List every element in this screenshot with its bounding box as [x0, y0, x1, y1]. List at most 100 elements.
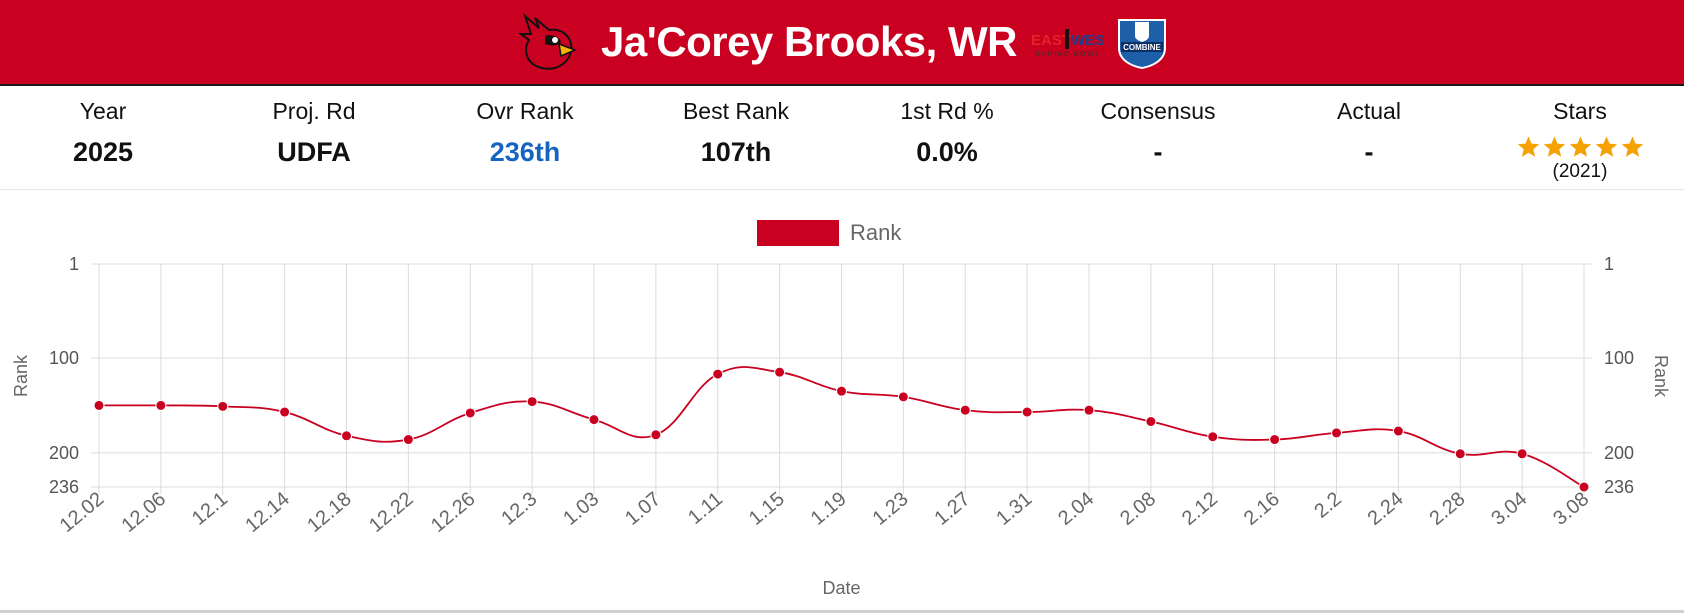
rank-data-point — [774, 366, 786, 378]
rank-data-point — [897, 391, 909, 403]
rank-data-point — [1392, 425, 1404, 437]
stat-value: 236th — [489, 137, 561, 167]
stat-stars: Stars (2021) — [1480, 86, 1680, 183]
stat-label: Year — [79, 98, 127, 124]
rank-data-point — [1331, 427, 1342, 439]
star-icon — [1621, 136, 1643, 157]
star-icon — [1595, 136, 1617, 157]
x-tick-label: 1.27 — [930, 488, 974, 530]
star-icon — [1543, 136, 1565, 157]
rank-data-point — [588, 414, 600, 426]
x-tick-label: 12.3 — [497, 488, 541, 530]
stat-label: Consensus — [1100, 98, 1216, 124]
y-tick-label-right: 1 — [1604, 254, 1614, 274]
stat-consensus: Consensus - — [1058, 86, 1258, 168]
stat-label: Actual — [1337, 98, 1401, 124]
rank-chart: 1 1 100 100 200 200 236 236 12.02 12.06 12.1 12.14 1… — [0, 190, 1684, 610]
rank-data-point — [217, 400, 229, 412]
y-axis-title-left: Rank — [11, 354, 31, 397]
star-rating — [1480, 135, 1680, 159]
legend-label: Rank — [850, 220, 902, 245]
y-tick-label-left: 236 — [49, 477, 79, 497]
x-tick-label: 2.04 — [1054, 488, 1098, 530]
y-axis-title-right: Rank — [1651, 355, 1671, 398]
y-tick-label-left: 100 — [49, 348, 79, 368]
x-tick-label: 2.08 — [1116, 488, 1160, 530]
stars-year: (2021) — [1552, 161, 1608, 182]
stat-proj-rd: Proj. Rd UDFA — [214, 86, 414, 168]
rank-data-point — [1021, 406, 1033, 418]
x-tick-label: 1.31 — [992, 488, 1036, 530]
x-tick-label: 2.16 — [1240, 488, 1284, 530]
stat-label: Ovr Rank — [476, 98, 574, 124]
stat-year: Year 2025 — [3, 86, 203, 168]
stat-label: Stars — [1553, 98, 1607, 124]
x-tick-label: 12.14 — [241, 488, 293, 537]
rank-data-point — [836, 385, 847, 397]
stat-label: 1st Rd % — [900, 98, 994, 124]
x-tick-label: 2.24 — [1364, 488, 1408, 530]
cardinal-logo-icon — [518, 12, 578, 70]
stat-value: UDFA — [277, 137, 351, 167]
rank-data-point — [1083, 404, 1095, 416]
star-icon — [1569, 136, 1591, 157]
rank-data-point — [1454, 448, 1466, 460]
y-tick-label-right: 100 — [1604, 348, 1634, 368]
nfl-combine-badge: COMBINE — [1117, 19, 1166, 70]
x-tick-label: 12.06 — [118, 488, 170, 537]
stats-row: Year 2025 Proj. Rd UDFA Ovr Rank 236th B… — [0, 86, 1684, 190]
header-bar: Ja'Corey Brooks, WR EAST WEST SHRINE BOW… — [0, 0, 1684, 86]
rank-data-point — [1145, 416, 1157, 428]
x-axis-title: Date — [822, 578, 860, 598]
stat-actual: Actual - — [1269, 86, 1469, 168]
stat-value: - — [1364, 137, 1374, 167]
rank-data-point — [155, 399, 167, 411]
x-tick-label: 2.28 — [1425, 488, 1469, 530]
x-tick-label: 1.11 — [684, 488, 727, 529]
rank-data-point — [1578, 481, 1590, 493]
x-tick-label: 3.08 — [1549, 488, 1593, 530]
ew-sub-text: SHRINE BOWL — [1035, 51, 1101, 58]
stat-value: 107th — [700, 137, 772, 167]
x-tick-label: 1.23 — [869, 488, 913, 530]
stat-best-rank: Best Rank 107th — [636, 86, 836, 168]
x-tick-label: 2.2 — [1310, 488, 1345, 523]
x-tick-label: 1.19 — [807, 488, 851, 530]
ew-east-text: EAST — [1031, 32, 1071, 49]
stat-value: 2025 — [72, 137, 134, 167]
rank-data-point — [959, 404, 971, 416]
star-icon — [1517, 136, 1539, 157]
rank-data-point — [1516, 448, 1528, 460]
rank-data-point — [341, 430, 352, 442]
stat-value: - — [1153, 137, 1163, 167]
east-west-shrine-bowl-badge: EAST WEST SHRINE BOWL — [1031, 29, 1103, 58]
player-title: Ja'Corey Brooks, WR — [601, 18, 1017, 65]
x-tick-label: 12.22 — [365, 488, 417, 537]
rank-data-point — [1207, 431, 1219, 443]
x-tick-label: 12.1 — [188, 488, 232, 530]
rank-data-point — [1269, 434, 1281, 446]
y-tick-label-left: 200 — [49, 443, 79, 463]
rank-data-point — [526, 396, 538, 408]
stat-ovr-rank: Ovr Rank 236th — [425, 86, 625, 168]
y-tick-label-right: 236 — [1604, 477, 1634, 497]
x-tick-label: 12.18 — [303, 488, 355, 537]
x-tick-label: 2.12 — [1178, 488, 1222, 530]
rank-data-point — [402, 434, 414, 446]
rank-data-point — [712, 368, 724, 380]
bottom-divider — [0, 610, 1684, 613]
x-tick-label: 3.04 — [1487, 488, 1531, 530]
y-tick-label-right: 200 — [1604, 443, 1634, 463]
x-tick-label: 1.07 — [621, 488, 665, 530]
stat-label: Proj. Rd — [272, 98, 356, 124]
stat-first-rd-pct: 1st Rd % 0.0% — [847, 86, 1047, 168]
x-tick-label: 1.15 — [745, 488, 789, 530]
rank-data-point — [279, 406, 291, 418]
stat-value: 0.0% — [916, 137, 978, 167]
y-tick-label-left: 1 — [69, 254, 79, 274]
rank-data-point — [464, 407, 476, 419]
x-tick-label: 1.03 — [559, 488, 603, 530]
rank-data-point — [650, 429, 662, 441]
ew-west-text: WEST — [1071, 32, 1103, 49]
